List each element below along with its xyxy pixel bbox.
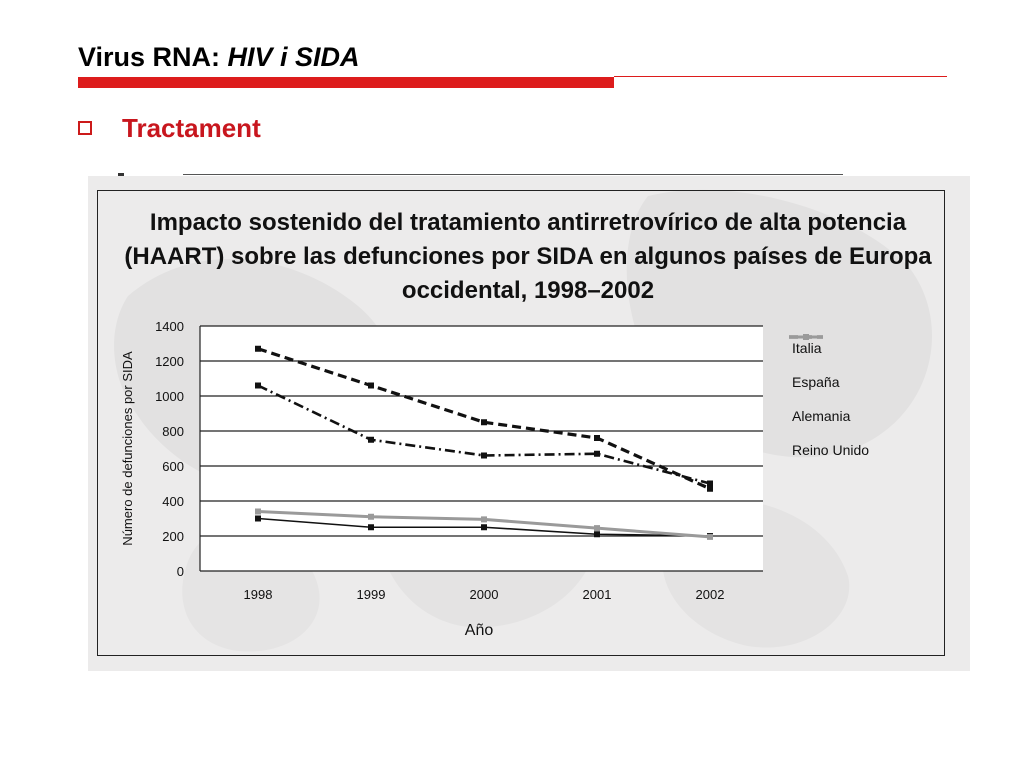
data-point	[481, 516, 487, 523]
y-tick-label: 1200	[155, 354, 184, 369]
data-point	[594, 450, 600, 457]
legend-label: Reino Unido	[792, 442, 870, 458]
chart-title: Impacto sostenido del tratamiento antirr…	[124, 209, 932, 304]
legend-item: Reino Unido	[788, 334, 958, 467]
y-axis-label: Número de defunciones por SIDA	[120, 351, 135, 546]
data-point	[255, 382, 261, 389]
data-point	[368, 382, 374, 389]
title-underline-thin	[614, 76, 947, 77]
slide-title-plain: Virus RNA:	[78, 42, 228, 72]
bullet-item: Tractament	[78, 110, 261, 146]
y-tick-label: 1000	[155, 389, 184, 404]
x-tick-label: 1999	[357, 587, 386, 602]
chart-figure: Impacto sostenido del tratamiento antirr…	[88, 176, 970, 671]
data-point	[707, 533, 713, 540]
data-point	[481, 452, 487, 459]
y-tick-label: 600	[162, 459, 184, 474]
legend-swatch	[789, 334, 823, 340]
bullet-text: Tractament	[122, 112, 261, 143]
y-tick-label: 1400	[155, 319, 184, 334]
data-point	[481, 524, 487, 531]
slide-title: Virus RNA: HIV i SIDA	[78, 42, 360, 73]
y-tick-label: 400	[162, 494, 184, 509]
legend-label: Alemania	[792, 408, 851, 424]
title-underline-accent	[78, 77, 614, 88]
data-point	[368, 524, 374, 531]
chart-legend: Italia España Alemania Reino Unido	[788, 331, 958, 467]
y-tick-label: 800	[162, 424, 184, 439]
data-point	[594, 525, 600, 532]
data-point	[255, 515, 261, 522]
data-point	[255, 508, 261, 515]
legend-label: Italia	[792, 340, 822, 356]
x-tick-label: 2000	[470, 587, 499, 602]
legend-swatch-marker	[803, 334, 809, 340]
x-tick-label: 2001	[583, 587, 612, 602]
hollow-square-bullet-icon	[78, 121, 92, 135]
chart-frame	[97, 190, 945, 656]
y-tick-label: 200	[162, 529, 184, 544]
plot-area: 0 200 400 600 800 1000 1200 1400 1998 1999 2000 200…	[120, 319, 763, 639]
x-tick-label: 2002	[696, 587, 725, 602]
x-tick-label: 1998	[244, 587, 273, 602]
data-point	[707, 485, 713, 492]
series-line-1	[257, 347, 711, 491]
data-point	[255, 345, 261, 352]
data-point	[594, 531, 600, 538]
data-point	[481, 419, 487, 426]
data-point	[368, 513, 374, 520]
figure-top-rule	[183, 174, 843, 175]
data-point	[368, 436, 374, 443]
legend-label: España	[792, 374, 840, 390]
slide-title-italic: HIV i SIDA	[227, 42, 360, 72]
figure-corner-mark	[118, 173, 124, 176]
legend-item: Alemania	[788, 334, 958, 433]
legend-item: España	[788, 334, 958, 399]
y-tick-label: 0	[177, 564, 184, 579]
series-line-0	[257, 384, 711, 485]
data-point	[594, 435, 600, 441]
x-axis-label: Año	[465, 622, 494, 639]
data-point	[707, 480, 713, 487]
